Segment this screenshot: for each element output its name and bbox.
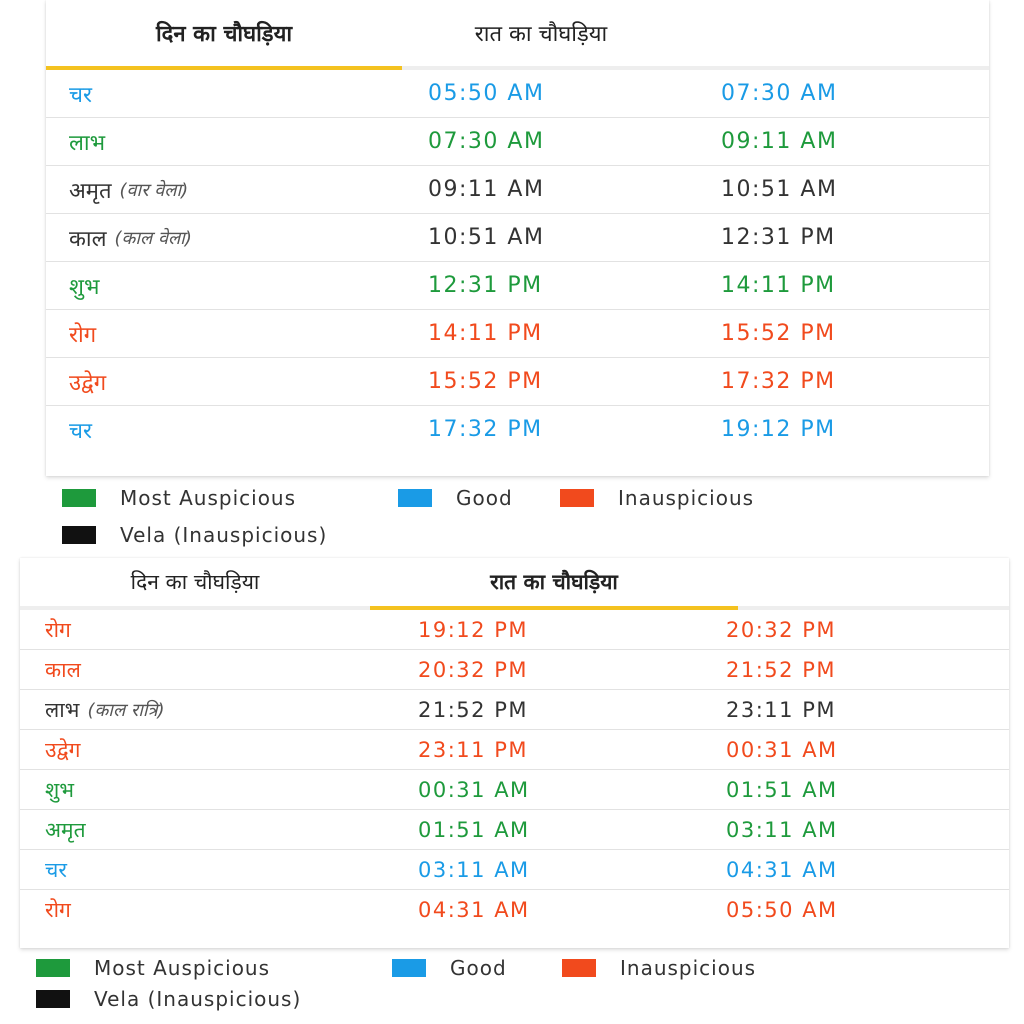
night-choghadiya-panel: दिन का चौघड़िया रात का चौघड़िया रोग 19:1… <box>20 558 1009 948</box>
muhurat-name: रोग <box>45 617 71 642</box>
legend-good: Good <box>392 954 507 982</box>
good-swatch <box>392 959 426 977</box>
end-time: 10:51 AM <box>721 177 838 202</box>
end-time: 19:12 PM <box>721 417 836 442</box>
vela-swatch <box>62 526 96 544</box>
table-row: चर 17:32 PM 19:12 PM <box>46 406 989 453</box>
muhurat-name: चर <box>69 418 92 444</box>
color-legend: Most Auspicious Good Inauspicious Vela (… <box>36 954 996 1018</box>
start-time: 10:51 AM <box>428 225 545 250</box>
table-row: काल 20:32 PM 21:52 PM <box>20 650 1009 690</box>
tab-night-choghadiya[interactable]: रात का चौघड़िया <box>490 570 618 594</box>
tab-night-choghadiya[interactable]: रात का चौघड़िया <box>474 22 608 47</box>
table-row: शुभ 12:31 PM 14:11 PM <box>46 262 989 310</box>
start-time: 12:31 PM <box>428 273 543 298</box>
muhurat-name: चर <box>69 82 92 108</box>
legend-good: Good <box>398 484 513 512</box>
muhurat-note: (काल वेला) <box>114 227 192 249</box>
choghadiya-table: रोग 19:12 PM 20:32 PM काल 20:32 PM 21:52… <box>20 610 1009 929</box>
end-time: 21:52 PM <box>726 657 836 682</box>
muhurat-name: काल (काल वेला) <box>69 226 192 252</box>
table-row: लाभ (काल रात्रि) 21:52 PM 23:11 PM <box>20 690 1009 730</box>
legend-most-auspicious: Most Auspicious <box>62 484 296 512</box>
table-row: अमृत 01:51 AM 03:11 AM <box>20 810 1009 850</box>
start-time: 00:31 AM <box>418 777 530 802</box>
start-time: 23:11 PM <box>418 737 528 762</box>
start-time: 09:11 AM <box>428 177 545 202</box>
muhurat-name: चर <box>45 857 67 882</box>
choghadiya-table: चर 05:50 AM 07:30 AM लाभ 07:30 AM 09:11 … <box>46 70 989 453</box>
good-swatch <box>398 489 432 507</box>
muhurat-name: काल <box>45 657 81 682</box>
end-time: 03:11 AM <box>726 817 838 842</box>
end-time: 01:51 AM <box>726 777 838 802</box>
table-row: रोग 14:11 PM 15:52 PM <box>46 310 989 358</box>
muhurat-note: (काल रात्रि) <box>87 699 165 721</box>
muhurat-name: रोग <box>45 897 71 922</box>
tab-bar: दिन का चौघड़िया रात का चौघड़िया <box>46 0 989 70</box>
end-time: 05:50 AM <box>726 897 838 922</box>
most-auspicious-swatch <box>36 959 70 977</box>
inauspicious-swatch <box>560 489 594 507</box>
active-tab-indicator <box>46 66 402 70</box>
tab-bar: दिन का चौघड़िया रात का चौघड़िया <box>20 558 1009 610</box>
start-time: 17:32 PM <box>428 417 543 442</box>
start-time: 14:11 PM <box>428 321 543 346</box>
end-time: 20:32 PM <box>726 617 836 642</box>
table-row: शुभ 00:31 AM 01:51 AM <box>20 770 1009 810</box>
start-time: 01:51 AM <box>418 817 530 842</box>
most-auspicious-swatch <box>62 489 96 507</box>
muhurat-name: उद्वेग <box>69 370 107 396</box>
start-time: 05:50 AM <box>428 81 545 106</box>
muhurat-note: (वार वेला) <box>119 179 189 201</box>
tab-day-choghadiya[interactable]: दिन का चौघड़िया <box>155 22 293 47</box>
table-row: रोग 19:12 PM 20:32 PM <box>20 610 1009 650</box>
legend-most-auspicious: Most Auspicious <box>36 954 270 982</box>
muhurat-name: उद्वेग <box>45 737 81 762</box>
muhurat-name: रोग <box>69 322 97 348</box>
table-row: अमृत (वार वेला) 09:11 AM 10:51 AM <box>46 166 989 214</box>
end-time: 17:32 PM <box>721 369 836 394</box>
tab-day-choghadiya[interactable]: दिन का चौघड़िया <box>130 570 260 594</box>
table-row: काल (काल वेला) 10:51 AM 12:31 PM <box>46 214 989 262</box>
inauspicious-swatch <box>562 959 596 977</box>
end-time: 00:31 AM <box>726 737 838 762</box>
color-legend: Most Auspicious Good Inauspicious Vela (… <box>62 484 962 550</box>
end-time: 12:31 PM <box>721 225 836 250</box>
muhurat-name: शुभ <box>69 274 100 300</box>
end-time: 04:31 AM <box>726 857 838 882</box>
muhurat-name: अमृत <box>45 817 86 842</box>
day-choghadiya-panel: दिन का चौघड़िया रात का चौघड़िया चर 05:50… <box>46 0 989 476</box>
legend-inauspicious: Inauspicious <box>560 484 754 512</box>
end-time: 14:11 PM <box>721 273 836 298</box>
start-time: 19:12 PM <box>418 617 528 642</box>
vela-swatch <box>36 990 70 1008</box>
end-time: 09:11 AM <box>721 129 838 154</box>
start-time: 20:32 PM <box>418 657 528 682</box>
muhurat-name: अमृत (वार वेला) <box>69 178 189 204</box>
active-tab-indicator <box>370 606 738 610</box>
muhurat-name: लाभ (काल रात्रि) <box>45 697 165 722</box>
table-row: चर 05:50 AM 07:30 AM <box>46 70 989 118</box>
end-time: 15:52 PM <box>721 321 836 346</box>
end-time: 23:11 PM <box>726 697 836 722</box>
table-row: उद्वेग 15:52 PM 17:32 PM <box>46 358 989 406</box>
muhurat-name: शुभ <box>45 777 75 802</box>
table-row: उद्वेग 23:11 PM 00:31 AM <box>20 730 1009 770</box>
start-time: 21:52 PM <box>418 697 528 722</box>
legend-vela: Vela (Inauspicious) <box>62 521 327 549</box>
start-time: 07:30 AM <box>428 129 545 154</box>
table-row: लाभ 07:30 AM 09:11 AM <box>46 118 989 166</box>
table-row: चर 03:11 AM 04:31 AM <box>20 850 1009 890</box>
start-time: 15:52 PM <box>428 369 543 394</box>
legend-vela: Vela (Inauspicious) <box>36 985 301 1013</box>
table-row: रोग 04:31 AM 05:50 AM <box>20 890 1009 929</box>
start-time: 04:31 AM <box>418 897 530 922</box>
end-time: 07:30 AM <box>721 81 838 106</box>
start-time: 03:11 AM <box>418 857 530 882</box>
legend-inauspicious: Inauspicious <box>562 954 756 982</box>
muhurat-name: लाभ <box>69 130 106 156</box>
